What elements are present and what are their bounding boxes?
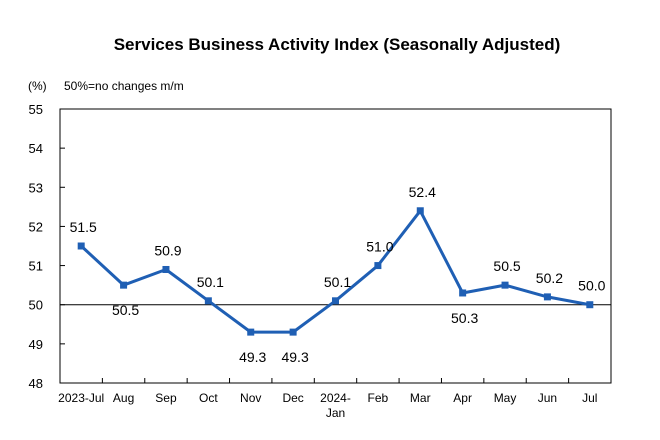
y-tick-label: 55 — [29, 102, 43, 117]
y-axis: 48 49 50 51 52 53 54 55 — [29, 102, 65, 391]
x-tick-label-line: Oct — [199, 391, 218, 405]
x-tick-label-line: Feb — [368, 391, 389, 405]
data-point — [289, 328, 297, 336]
y-tick-label: 48 — [29, 376, 43, 391]
x-tick-label: 2024-Jan — [320, 391, 351, 420]
y-tick-label: 50 — [29, 298, 43, 313]
x-tick-label-line: Mar — [410, 391, 431, 405]
x-tick-label-line: Jan — [326, 406, 345, 420]
data-point — [204, 297, 212, 305]
x-tick-label-line: Aug — [113, 391, 134, 405]
data-point — [332, 297, 339, 305]
x-tick-label: Dec — [282, 391, 303, 405]
data-label: 49.3 — [239, 349, 266, 365]
data-point — [459, 289, 467, 297]
x-tick-label: Jul — [582, 391, 597, 405]
x-tick-label-line: 2024- — [320, 391, 351, 405]
y-tick-label: 54 — [29, 141, 43, 156]
data-label: 51.5 — [70, 219, 97, 235]
y-tick-label: 52 — [29, 219, 43, 234]
x-tick-label: Aug — [113, 391, 134, 405]
plot-area — [59, 108, 612, 384]
data-point — [77, 242, 85, 250]
x-tick-label-line: Nov — [240, 391, 261, 405]
data-label: 50.9 — [154, 242, 181, 258]
chart-title: Services Business Activity Index (Season… — [114, 35, 561, 54]
x-tick-label: Apr — [453, 391, 472, 405]
y-tick-label: 51 — [29, 259, 43, 274]
data-label: 50.5 — [112, 302, 139, 318]
x-tick-label: Nov — [240, 391, 261, 405]
data-series — [77, 207, 594, 336]
data-labels: 51.5 50.5 50.9 50.1 49.3 49.3 50.1 51.0 52.4 50.3… — [70, 184, 606, 365]
y-axis-unit-label: (%) — [28, 79, 47, 93]
x-tick-label-line: Apr — [453, 391, 472, 405]
x-axis: 2023-Jul Aug Sep Oct Nov Dec 2024-Jan Feb Mar Apr… — [58, 378, 612, 420]
x-tick-label-line: Sep — [155, 391, 177, 405]
x-tick-label-line: Jun — [538, 391, 557, 405]
data-point — [120, 281, 128, 289]
x-tick-label: Mar — [410, 391, 431, 405]
data-label: 50.0 — [578, 278, 605, 294]
data-point — [162, 265, 170, 273]
y-tick-label: 49 — [29, 337, 43, 352]
data-label: 50.5 — [493, 258, 520, 274]
data-point — [501, 281, 509, 289]
x-tick-label: Feb — [368, 391, 389, 405]
x-tick-label-line: Jul — [582, 391, 597, 405]
x-tick-label-line: May — [494, 391, 517, 405]
x-tick-label: 2023-Jul — [58, 391, 104, 405]
data-point — [543, 293, 551, 301]
x-tick-label: May — [494, 391, 517, 405]
x-tick-label: Sep — [155, 391, 177, 405]
data-label: 52.4 — [409, 184, 436, 200]
data-point — [374, 262, 382, 270]
chart-note: 50%=no changes m/m — [64, 79, 184, 93]
data-point — [416, 207, 424, 215]
data-point — [247, 328, 255, 336]
data-label: 50.3 — [451, 310, 478, 326]
data-label: 51.0 — [366, 239, 393, 255]
x-tick-label-line: Dec — [282, 391, 303, 405]
x-tick-label-line: 2023-Jul — [58, 391, 104, 405]
data-label: 50.1 — [324, 274, 351, 290]
data-label: 50.1 — [197, 274, 224, 290]
x-tick-label: Jun — [538, 391, 557, 405]
y-tick-label: 53 — [29, 180, 43, 195]
data-point — [586, 301, 594, 309]
data-label: 50.2 — [536, 270, 563, 286]
data-label: 49.3 — [281, 349, 308, 365]
x-tick-label: Oct — [199, 391, 218, 405]
